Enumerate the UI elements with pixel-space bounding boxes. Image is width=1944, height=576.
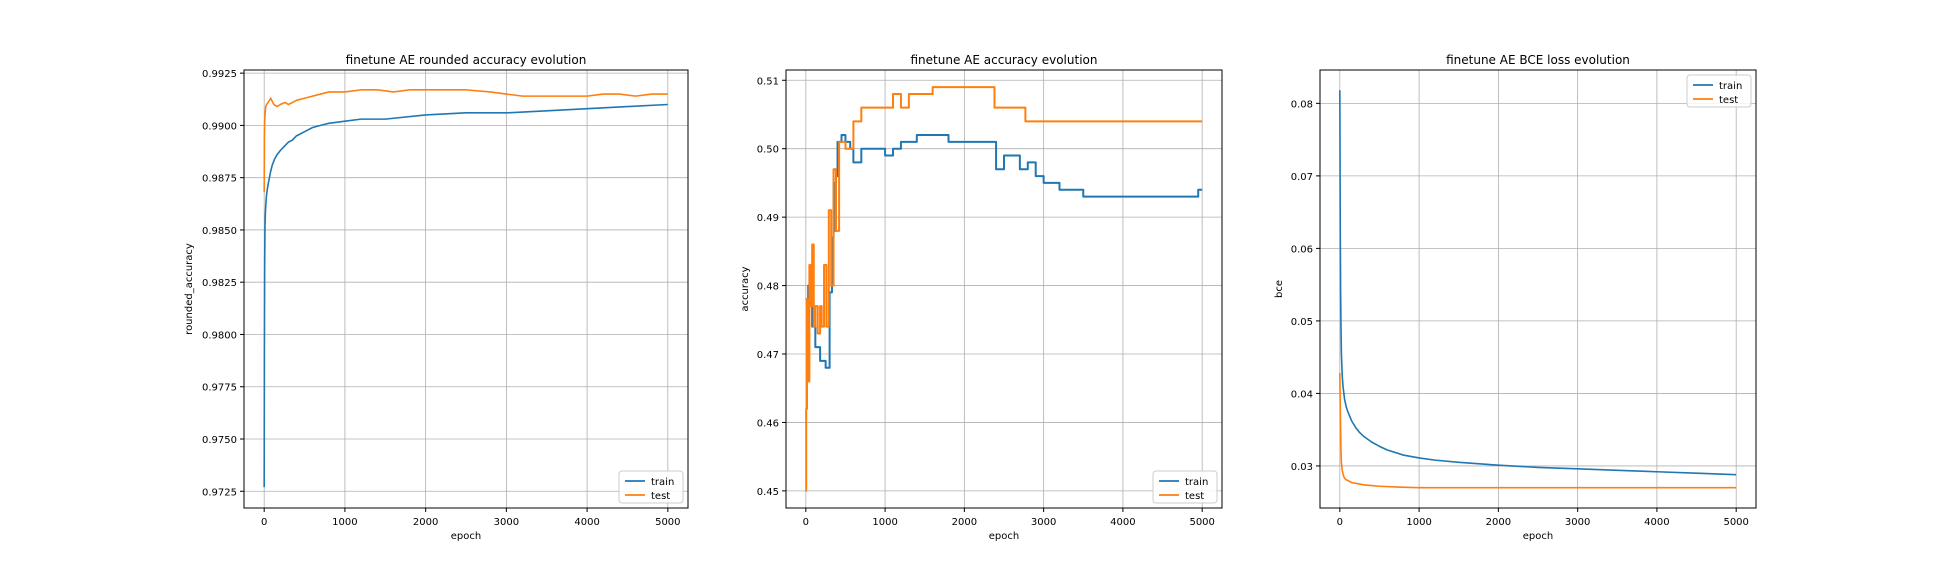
- series-line-test: [1339, 373, 1737, 489]
- y-tick-label-1: 0.46: [757, 418, 779, 429]
- x-tick-label-1: 1000: [1406, 517, 1431, 528]
- y-tick-label-4: 0.9825: [202, 278, 237, 289]
- y-axis-label: bce: [1274, 280, 1285, 298]
- legend-label-train: train: [1185, 477, 1208, 488]
- x-tick-label-0: 0: [1337, 517, 1343, 528]
- y-tick-label-3: 0.06: [1291, 244, 1313, 255]
- legend: train test: [618, 470, 684, 504]
- x-tick-label-4: 4000: [574, 517, 599, 528]
- x-tick-label-3: 3000: [1565, 517, 1590, 528]
- y-tick-label-5: 0.50: [757, 145, 779, 156]
- legend: train test: [1686, 74, 1752, 108]
- y-tick-label-3: 0.48: [757, 282, 779, 293]
- legend-label-test: test: [1185, 491, 1204, 502]
- axes-frame: [785, 69, 1223, 509]
- chart-panel-3: 0 1000 2000 3000 4000 5000 0.03 0.04 0.05 0.06 0.0…: [1274, 53, 1757, 542]
- y-tick-label-8: 0.9925: [202, 69, 237, 80]
- x-tick-label-5: 5000: [655, 517, 680, 528]
- legend-label-test: test: [1719, 95, 1738, 106]
- y-tick-label-7: 0.9900: [202, 121, 237, 132]
- x-tick-label-4: 4000: [1110, 517, 1135, 528]
- y-tick-label-0: 0.03: [1291, 462, 1313, 473]
- x-tick-label-5: 5000: [1723, 517, 1748, 528]
- x-tick-label-1: 1000: [872, 517, 897, 528]
- x-tick-label-2: 2000: [952, 517, 977, 528]
- chart-panel-1: 0 1000 2000 3000 4000 5000 0.9725 0.9750 0.9775 0…: [184, 53, 689, 542]
- x-axis-label: epoch: [989, 531, 1019, 542]
- x-tick-label-0: 0: [261, 517, 267, 528]
- legend-label-train: train: [1719, 81, 1742, 92]
- x-axis-label: epoch: [451, 531, 481, 542]
- chart-title: finetune AE rounded accuracy evolution: [346, 53, 587, 67]
- x-tick-label-3: 3000: [1031, 517, 1056, 528]
- chart-title: finetune AE accuracy evolution: [911, 53, 1098, 67]
- series-line-test: [263, 89, 668, 193]
- y-tick-label-2: 0.05: [1291, 317, 1313, 328]
- x-tick-label-0: 0: [803, 517, 809, 528]
- y-tick-label-4: 0.07: [1291, 172, 1313, 183]
- axes-frame: [1319, 69, 1757, 509]
- y-tick-label-1: 0.9750: [202, 435, 237, 446]
- y-tick-label-5: 0.9850: [202, 226, 237, 237]
- series-line-test: [805, 86, 1203, 492]
- x-tick-label-5: 5000: [1189, 517, 1214, 528]
- y-tick-label-6: 0.51: [757, 76, 779, 87]
- x-tick-label-1: 1000: [332, 517, 357, 528]
- x-tick-label-2: 2000: [1486, 517, 1511, 528]
- chart-panel-2: 0 1000 2000 3000 4000 5000 0.45 0.46 0.47 0.48 0.4…: [740, 53, 1223, 542]
- x-axis-label: epoch: [1523, 531, 1553, 542]
- series-line-train: [805, 134, 1203, 369]
- axes-frame: [243, 69, 689, 509]
- y-tick-label-0: 0.45: [757, 487, 779, 498]
- y-tick-label-4: 0.49: [757, 213, 779, 224]
- y-axis-label: accuracy: [740, 266, 751, 311]
- y-tick-label-5: 0.08: [1291, 99, 1313, 110]
- series-line-train: [263, 103, 668, 488]
- y-tick-label-2: 0.47: [757, 350, 779, 361]
- y-tick-label-1: 0.04: [1291, 389, 1313, 400]
- y-tick-label-3: 0.9800: [202, 330, 237, 341]
- chart-title: finetune AE BCE loss evolution: [1446, 53, 1630, 67]
- series-line-train: [1339, 90, 1737, 476]
- legend: train test: [1152, 470, 1218, 504]
- x-tick-label-2: 2000: [413, 517, 438, 528]
- y-axis-label: rounded_accuracy: [184, 243, 195, 335]
- y-tick-label-0: 0.9725: [202, 487, 237, 498]
- x-tick-label-4: 4000: [1644, 517, 1669, 528]
- y-tick-label-2: 0.9775: [202, 383, 237, 394]
- x-tick-label-3: 3000: [494, 517, 519, 528]
- y-tick-label-6: 0.9875: [202, 174, 237, 185]
- legend-label-train: train: [651, 477, 674, 488]
- legend-label-test: test: [651, 491, 670, 502]
